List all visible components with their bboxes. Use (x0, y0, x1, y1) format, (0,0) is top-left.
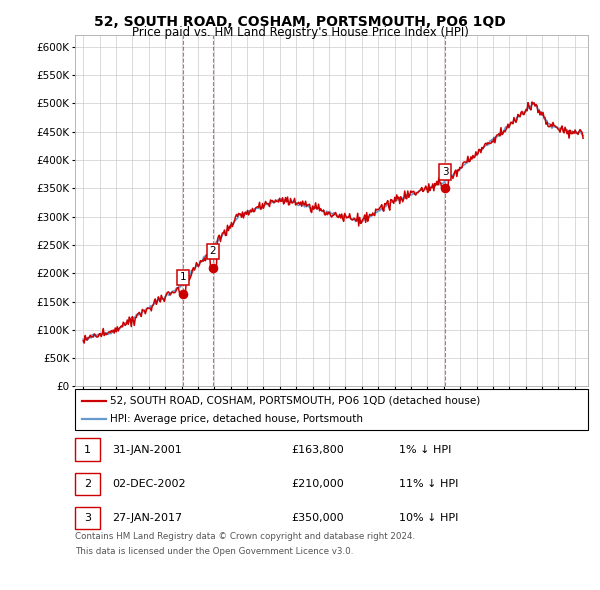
Text: £350,000: £350,000 (291, 513, 344, 523)
Text: £163,800: £163,800 (291, 445, 344, 454)
Text: HPI: Average price, detached house, Portsmouth: HPI: Average price, detached house, Port… (110, 415, 363, 424)
Text: Contains HM Land Registry data © Crown copyright and database right 2024.: Contains HM Land Registry data © Crown c… (75, 532, 415, 541)
Text: 2: 2 (84, 479, 91, 489)
Text: 1: 1 (179, 273, 186, 283)
Text: 2: 2 (209, 246, 217, 256)
Text: 27-JAN-2017: 27-JAN-2017 (112, 513, 182, 523)
Point (208, 263, 218, 272)
Text: 3: 3 (84, 513, 91, 523)
Point (440, 183, 450, 193)
Text: Price paid vs. HM Land Registry's House Price Index (HPI): Price paid vs. HM Land Registry's House … (131, 26, 469, 39)
Text: This data is licensed under the Open Government Licence v3.0.: This data is licensed under the Open Gov… (75, 547, 353, 556)
Text: 11% ↓ HPI: 11% ↓ HPI (399, 479, 458, 489)
Text: 52, SOUTH ROAD, COSHAM, PORTSMOUTH, PO6 1QD: 52, SOUTH ROAD, COSHAM, PORTSMOUTH, PO6 … (94, 15, 506, 29)
Text: 1% ↓ HPI: 1% ↓ HPI (399, 445, 451, 454)
Text: 1: 1 (84, 445, 91, 454)
Text: 52, SOUTH ROAD, COSHAM, PORTSMOUTH, PO6 1QD (detached house): 52, SOUTH ROAD, COSHAM, PORTSMOUTH, PO6 … (110, 396, 480, 406)
Text: 10% ↓ HPI: 10% ↓ HPI (399, 513, 458, 523)
Text: £210,000: £210,000 (291, 479, 344, 489)
Text: 02-DEC-2002: 02-DEC-2002 (112, 479, 186, 489)
Point (178, 289, 188, 299)
Text: 3: 3 (442, 167, 448, 177)
Text: 31-JAN-2001: 31-JAN-2001 (112, 445, 182, 454)
